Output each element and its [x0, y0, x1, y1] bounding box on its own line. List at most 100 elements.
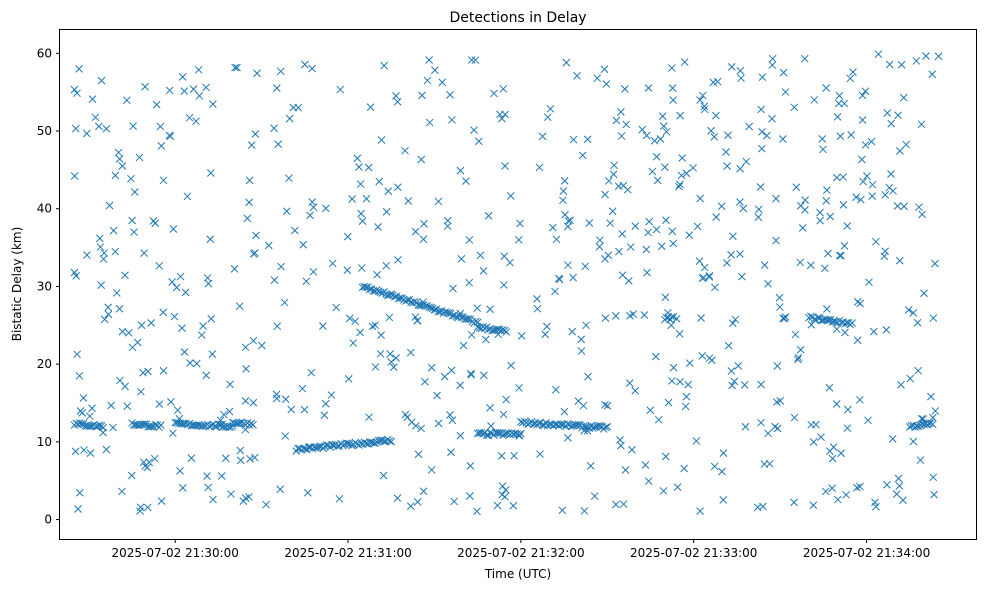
detection-point — [568, 327, 577, 336]
detection-point — [392, 354, 400, 362]
detection-point — [467, 56, 476, 64]
detection-point — [80, 446, 88, 454]
detection-point — [128, 343, 137, 352]
detection-point — [282, 207, 291, 216]
detection-point — [682, 169, 691, 178]
detection-point — [558, 506, 567, 515]
detection-point — [322, 204, 330, 213]
detection-point — [601, 423, 610, 432]
detection-point — [387, 437, 396, 446]
detection-point — [144, 367, 152, 376]
detection-point — [107, 401, 116, 410]
detection-point — [790, 413, 799, 422]
detection-point — [152, 100, 161, 109]
detection-point — [843, 424, 852, 433]
detection-point — [208, 350, 217, 358]
detection-point — [553, 420, 561, 429]
detection-point — [680, 58, 689, 66]
detection-point — [730, 377, 739, 386]
detection-point — [798, 224, 807, 232]
detection-point — [75, 371, 84, 380]
detection-point — [96, 243, 105, 251]
detection-point — [355, 163, 363, 171]
detection-point — [353, 154, 362, 163]
detection-point — [157, 141, 166, 150]
detection-point — [608, 207, 617, 216]
detection-point — [319, 322, 327, 330]
detection-point — [560, 407, 569, 416]
detection-point — [209, 495, 217, 504]
detection-point — [552, 235, 561, 244]
detection-point — [362, 283, 370, 292]
detection-point — [918, 210, 926, 219]
detection-point — [836, 132, 845, 141]
detection-point — [427, 303, 435, 312]
detection-point — [742, 157, 751, 166]
detection-point — [273, 322, 282, 331]
detection-point — [859, 177, 868, 186]
detection-point — [781, 88, 790, 96]
detection-point — [280, 298, 289, 307]
detection-point — [387, 358, 396, 366]
detection-point — [841, 328, 849, 337]
detection-point — [249, 250, 258, 258]
detection-point — [869, 327, 878, 336]
y-tick-label: 10 — [37, 435, 52, 449]
detection-point — [668, 227, 677, 236]
detection-point — [563, 419, 572, 428]
detection-point — [551, 287, 559, 296]
detection-point — [516, 219, 524, 228]
detection-point — [612, 500, 620, 509]
detection-point — [364, 163, 373, 172]
detection-point — [832, 173, 841, 182]
detection-point — [109, 423, 117, 432]
detection-point — [376, 349, 385, 358]
detection-point — [467, 369, 475, 378]
detection-point — [70, 172, 79, 180]
detection-point — [858, 91, 867, 100]
detection-point — [727, 63, 736, 71]
detection-point — [121, 382, 129, 391]
detection-point — [368, 322, 377, 331]
detection-point — [678, 154, 687, 162]
detection-point — [195, 91, 204, 100]
detection-point — [181, 288, 190, 297]
detection-point — [216, 420, 225, 429]
detection-point — [481, 335, 490, 344]
detection-point — [474, 137, 483, 146]
detection-point — [281, 395, 290, 404]
detection-point — [156, 421, 165, 430]
detection-point — [302, 277, 311, 286]
detection-point — [887, 170, 895, 178]
detection-point — [456, 431, 465, 440]
detection-point — [794, 353, 803, 362]
detection-point — [621, 466, 630, 474]
detection-point — [564, 433, 572, 442]
detection-point — [414, 450, 423, 459]
detection-point — [727, 367, 736, 375]
detection-point — [895, 482, 904, 490]
detection-point — [202, 371, 211, 380]
detection-point — [236, 446, 245, 455]
detection-point — [456, 381, 465, 390]
detection-point — [816, 216, 825, 225]
detection-point — [909, 437, 918, 446]
detection-point — [533, 304, 542, 313]
detection-point — [411, 227, 420, 236]
detection-point — [696, 194, 705, 203]
detection-point — [709, 78, 718, 87]
detection-point — [241, 396, 250, 405]
detection-point — [506, 192, 515, 200]
detection-point — [176, 272, 185, 281]
detection-point — [652, 225, 661, 234]
detection-point — [653, 176, 662, 185]
detection-point — [723, 259, 731, 267]
detection-point — [549, 223, 557, 232]
detection-point — [165, 86, 174, 95]
detection-point — [684, 380, 693, 389]
detection-point — [490, 89, 498, 98]
detection-point — [724, 341, 733, 350]
detection-point — [77, 419, 86, 428]
detection-point — [585, 219, 594, 227]
detection-point — [913, 318, 922, 327]
